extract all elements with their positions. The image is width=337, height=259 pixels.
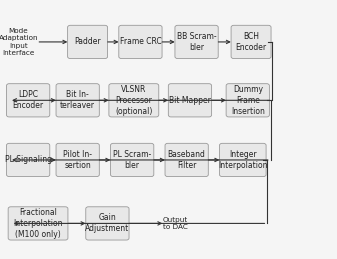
FancyBboxPatch shape bbox=[8, 207, 68, 240]
Text: BCH
Encoder: BCH Encoder bbox=[236, 32, 267, 52]
Text: PL Signaling: PL Signaling bbox=[5, 155, 52, 164]
Text: PL Scram-
bler: PL Scram- bler bbox=[113, 150, 151, 170]
FancyBboxPatch shape bbox=[6, 143, 50, 177]
FancyBboxPatch shape bbox=[68, 25, 108, 59]
Text: Mode
Adaptation
Input
Interface: Mode Adaptation Input Interface bbox=[0, 28, 38, 56]
FancyBboxPatch shape bbox=[111, 143, 154, 177]
Text: Padder: Padder bbox=[74, 38, 101, 46]
Text: BB Scram-
bler: BB Scram- bler bbox=[177, 32, 216, 52]
Text: Gain
Adjustment: Gain Adjustment bbox=[85, 213, 129, 233]
FancyBboxPatch shape bbox=[165, 143, 208, 177]
Text: Dummy
Frame
Insertion: Dummy Frame Insertion bbox=[231, 85, 265, 116]
Text: Bit In-
terleaver: Bit In- terleaver bbox=[60, 90, 95, 110]
Text: VLSNR
Processor
(optional): VLSNR Processor (optional) bbox=[115, 85, 153, 116]
FancyBboxPatch shape bbox=[109, 84, 159, 117]
FancyBboxPatch shape bbox=[175, 25, 218, 59]
Text: Integer
Interpolation: Integer Interpolation bbox=[218, 150, 268, 170]
FancyBboxPatch shape bbox=[86, 207, 129, 240]
FancyBboxPatch shape bbox=[168, 84, 212, 117]
FancyBboxPatch shape bbox=[219, 143, 266, 177]
Text: LDPC
Encoder: LDPC Encoder bbox=[12, 90, 44, 110]
Text: Fractional
Interpolation
(M100 only): Fractional Interpolation (M100 only) bbox=[13, 208, 63, 239]
FancyBboxPatch shape bbox=[56, 143, 99, 177]
Text: Pilot In-
sertion: Pilot In- sertion bbox=[63, 150, 92, 170]
Text: Baseband
Filter: Baseband Filter bbox=[168, 150, 206, 170]
FancyBboxPatch shape bbox=[231, 25, 271, 59]
Text: Output
to DAC: Output to DAC bbox=[162, 217, 188, 230]
FancyBboxPatch shape bbox=[56, 84, 99, 117]
Text: Bit Mapper: Bit Mapper bbox=[169, 96, 211, 105]
FancyBboxPatch shape bbox=[226, 84, 269, 117]
Text: Frame CRC: Frame CRC bbox=[120, 38, 161, 46]
FancyBboxPatch shape bbox=[119, 25, 162, 59]
FancyBboxPatch shape bbox=[6, 84, 50, 117]
